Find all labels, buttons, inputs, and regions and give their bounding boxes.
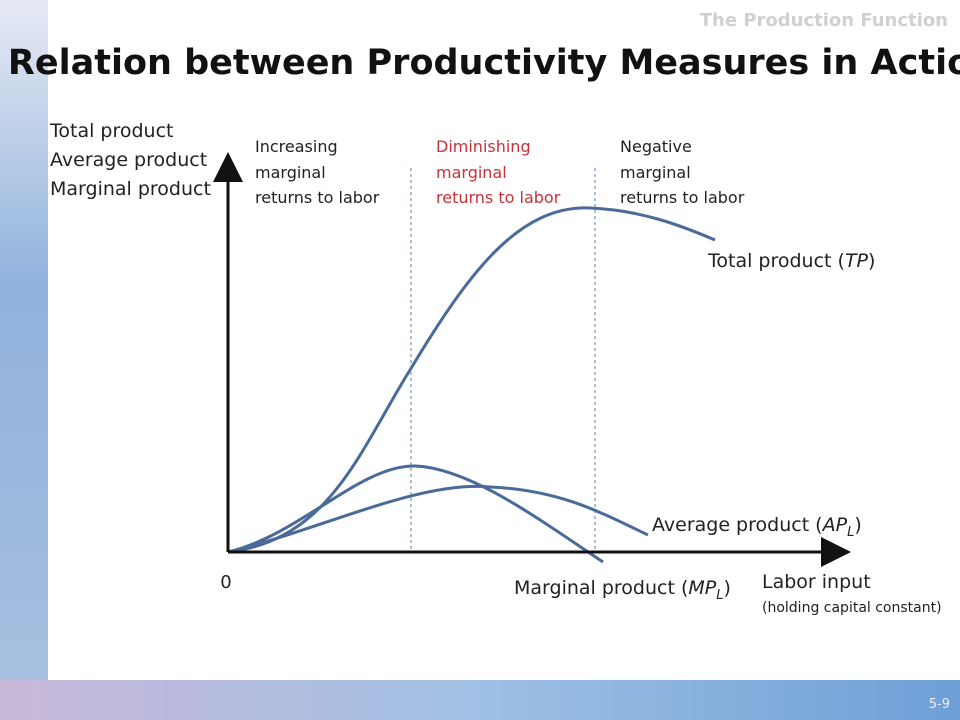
mp-curve: [227, 464, 604, 564]
region-text: Diminishing: [436, 137, 531, 156]
tp-label: Total product (TP): [707, 250, 875, 272]
label-part: ): [854, 514, 861, 536]
label-part: MP: [688, 577, 716, 599]
region-text: returns to labor: [436, 188, 561, 207]
label-part: Total product (: [707, 250, 845, 272]
subtitle: The Production Function: [700, 10, 948, 31]
y-label: Total product: [49, 120, 174, 142]
x-axis-note: (holding capital constant): [762, 600, 942, 616]
bottom-band: [0, 680, 960, 720]
side-band: [0, 0, 48, 720]
region-text: Increasing: [255, 137, 338, 156]
region-text: Negative: [620, 137, 692, 156]
ap-label: Average product (APL): [652, 514, 862, 540]
tp-curve: [227, 206, 716, 554]
region-text: marginal: [436, 163, 507, 182]
region-text: marginal: [255, 163, 326, 182]
label-part: ): [724, 577, 731, 599]
label-part: L: [847, 525, 854, 540]
x-axis-label: Labor input: [762, 571, 871, 593]
region-text: returns to labor: [620, 188, 745, 207]
label-part: L: [716, 588, 723, 603]
region-text: marginal: [620, 163, 691, 182]
mp-label: Marginal product (MPL): [514, 577, 731, 603]
label-part: ): [868, 250, 875, 272]
label-part: Average product (: [652, 514, 823, 536]
y-label: Marginal product: [50, 178, 211, 200]
region-text: returns to labor: [255, 188, 380, 207]
origin-label: 0: [220, 572, 231, 593]
ap-curve: [227, 484, 649, 554]
title: Relation between Productivity Measures i…: [8, 43, 960, 83]
label-part: Marginal product (: [514, 577, 688, 599]
slide-number: 5-9: [929, 697, 950, 712]
label-part: TP: [845, 250, 869, 272]
label-part: AP: [821, 514, 848, 536]
y-label: Average product: [50, 149, 207, 171]
